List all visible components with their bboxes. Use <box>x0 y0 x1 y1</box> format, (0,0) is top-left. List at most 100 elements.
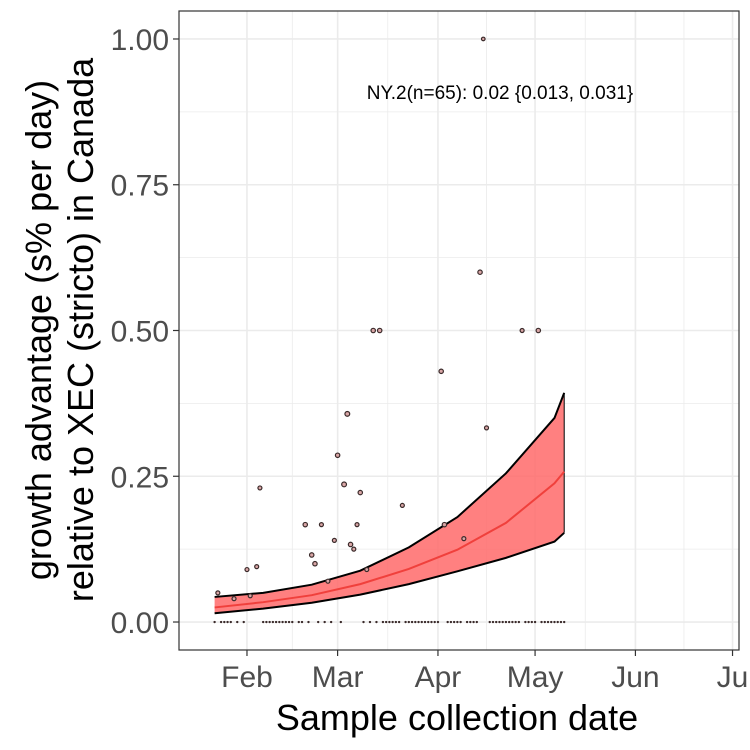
zero-data-point <box>287 620 291 624</box>
data-point <box>480 36 486 42</box>
zero-data-point <box>219 620 223 624</box>
axes: 0.00 0.25 0.50 0.75 1.00 Feb Mar Apr May Jun Ju <box>111 24 749 694</box>
zero-data-point <box>410 620 414 624</box>
zero-data-point <box>423 620 427 624</box>
zero-data-point <box>550 620 553 624</box>
zero-data-point <box>391 620 394 624</box>
zero-data-point <box>533 620 537 624</box>
zero-data-point <box>430 620 433 624</box>
zero-data-point <box>456 620 459 624</box>
zero-data-point <box>297 620 300 624</box>
zero-data-point <box>384 620 388 624</box>
ci-lower-line <box>214 532 565 615</box>
data-point <box>344 410 351 417</box>
zero-data-point <box>530 620 534 624</box>
zero-data-point <box>307 620 310 624</box>
data-point <box>477 269 483 275</box>
zero-data-point <box>223 620 226 624</box>
zero-data-point <box>563 620 566 624</box>
zero-data-point <box>498 620 501 624</box>
zero-data-point <box>236 620 239 624</box>
data-point <box>312 560 318 567</box>
data-point <box>257 485 263 491</box>
data-point <box>519 327 525 334</box>
zero-data-point <box>375 620 378 624</box>
data-point <box>461 536 467 542</box>
zero-data-point <box>394 620 398 624</box>
zero-data-point <box>226 620 229 624</box>
zero-data-point <box>229 620 232 624</box>
zero-data-point <box>436 620 440 624</box>
x-tick-label: May <box>507 661 564 694</box>
data-point <box>244 566 250 573</box>
zero-data-point <box>452 620 456 624</box>
zero-data-point <box>540 620 543 624</box>
data-point <box>302 521 309 528</box>
zero-data-point <box>316 620 320 624</box>
zero-data-point <box>504 620 508 624</box>
y-tick-label: 0.75 <box>111 170 169 203</box>
zero-data-point <box>514 620 517 624</box>
x-tick-label: Ju <box>717 661 749 694</box>
data-point <box>308 552 315 558</box>
data-point <box>341 481 348 488</box>
zero-data-point <box>329 620 333 624</box>
y-tick-label: 0.25 <box>111 461 169 494</box>
x-tick-label: Feb <box>221 661 273 694</box>
data-point <box>399 502 405 509</box>
grid-lines <box>179 11 739 650</box>
data-point <box>364 566 370 573</box>
zero-data-point <box>507 620 511 624</box>
zero-data-point <box>559 620 563 624</box>
zero-data-point <box>407 620 411 624</box>
y-axis-title: growth advantage (s% per day) relative t… <box>18 57 101 602</box>
data-point <box>347 541 354 548</box>
fit-annotation: NY.2(n=65): 0.02 {0.013, 0.031} <box>367 83 633 104</box>
zero-data-point <box>488 620 491 624</box>
confidence-ribbon <box>214 392 566 615</box>
zero-data-point <box>465 620 469 624</box>
zero-data-point <box>268 620 271 624</box>
data-point <box>318 522 325 528</box>
data-point <box>254 564 260 570</box>
zero-data-point <box>472 620 475 624</box>
y-axis-title-line1: growth advantage (s% per day) <box>18 80 59 580</box>
zero-data-point <box>420 620 423 624</box>
zero-data-point <box>556 620 559 624</box>
zero-data-point <box>469 620 472 624</box>
zero-data-point <box>300 620 304 624</box>
zero-data-point <box>511 620 514 624</box>
data-point <box>331 537 337 543</box>
zero-data-point <box>278 620 281 624</box>
data-point <box>351 546 357 552</box>
zero-data-point <box>543 620 546 624</box>
data-point <box>357 489 364 496</box>
zero-data-point <box>517 620 521 624</box>
x-tick-label: Mar <box>312 661 364 694</box>
data-point <box>334 452 341 459</box>
y-tick-label: 0.00 <box>111 607 169 640</box>
data-point <box>370 327 377 334</box>
zero-data-point <box>271 620 275 624</box>
data-point <box>354 522 360 528</box>
x-tick-label: Apr <box>415 661 462 694</box>
zero-data-point <box>397 620 401 624</box>
zero-data-point <box>284 620 288 624</box>
zero-data-point <box>446 620 449 624</box>
zero-data-point <box>414 620 417 624</box>
zero-data-point <box>527 620 530 624</box>
zero-data-point <box>495 620 498 624</box>
zero-data-point <box>459 620 462 624</box>
data-point <box>215 590 221 596</box>
zero-data-point <box>261 620 265 624</box>
zero-data-point <box>265 620 268 624</box>
data-point <box>483 425 490 431</box>
zero-data-point <box>242 620 245 624</box>
zero-data-point <box>417 620 420 624</box>
data-points <box>213 36 566 624</box>
x-tick-label: Jun <box>611 661 659 694</box>
zero-data-point <box>281 620 284 624</box>
y-axis-title-line2: relative to XEC (stricto) in Canada <box>60 57 101 602</box>
zero-data-point <box>339 620 343 624</box>
data-point <box>376 327 383 334</box>
